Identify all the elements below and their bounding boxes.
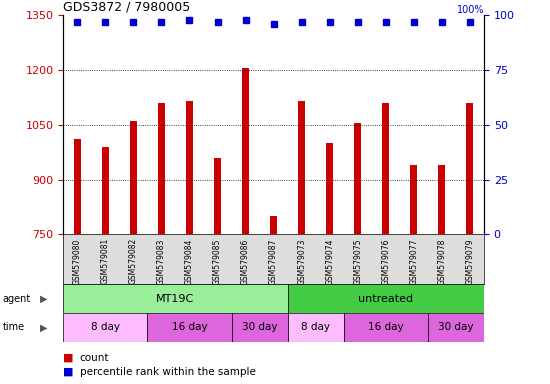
Text: GSM579080: GSM579080 bbox=[73, 238, 82, 285]
Bar bbox=[466, 103, 474, 234]
Text: MT19C: MT19C bbox=[156, 293, 195, 304]
Text: time: time bbox=[3, 322, 25, 333]
Text: GSM579077: GSM579077 bbox=[409, 238, 419, 285]
Text: GSM579082: GSM579082 bbox=[129, 238, 138, 285]
Bar bbox=[63, 313, 147, 342]
Text: GSM579074: GSM579074 bbox=[325, 238, 334, 285]
Text: 8 day: 8 day bbox=[91, 322, 120, 333]
Text: 8 day: 8 day bbox=[301, 322, 330, 333]
Bar bbox=[102, 147, 109, 234]
Text: GSM579083: GSM579083 bbox=[157, 238, 166, 285]
Text: ▶: ▶ bbox=[40, 322, 48, 333]
Bar bbox=[186, 101, 193, 234]
Bar bbox=[382, 103, 389, 234]
Bar bbox=[326, 143, 333, 234]
Bar bbox=[63, 284, 288, 313]
Bar bbox=[130, 121, 137, 234]
Text: GSM579073: GSM579073 bbox=[297, 238, 306, 285]
Text: GSM579084: GSM579084 bbox=[185, 238, 194, 285]
Bar bbox=[158, 103, 165, 234]
Bar bbox=[74, 139, 81, 234]
Text: GSM579075: GSM579075 bbox=[353, 238, 362, 285]
Text: GSM579085: GSM579085 bbox=[213, 238, 222, 285]
Text: count: count bbox=[80, 353, 109, 363]
Text: ▶: ▶ bbox=[40, 293, 48, 304]
Bar bbox=[288, 284, 484, 313]
Text: GDS3872 / 7980005: GDS3872 / 7980005 bbox=[63, 0, 190, 13]
Bar bbox=[214, 158, 221, 234]
Text: ■: ■ bbox=[63, 353, 74, 363]
Bar bbox=[147, 313, 232, 342]
Text: GSM579081: GSM579081 bbox=[101, 238, 110, 285]
Bar bbox=[410, 165, 417, 234]
Bar bbox=[298, 101, 305, 234]
Text: percentile rank within the sample: percentile rank within the sample bbox=[80, 366, 256, 377]
Bar bbox=[232, 313, 288, 342]
Text: GSM579079: GSM579079 bbox=[465, 238, 475, 285]
Bar bbox=[428, 313, 484, 342]
Text: untreated: untreated bbox=[358, 293, 414, 304]
Text: agent: agent bbox=[3, 293, 31, 304]
Text: GSM579078: GSM579078 bbox=[437, 238, 447, 285]
Text: GSM579076: GSM579076 bbox=[381, 238, 390, 285]
Text: GSM579086: GSM579086 bbox=[241, 238, 250, 285]
Bar bbox=[438, 165, 446, 234]
Text: 16 day: 16 day bbox=[172, 322, 207, 333]
Text: ■: ■ bbox=[63, 366, 74, 377]
Bar bbox=[270, 216, 277, 234]
Bar bbox=[344, 313, 428, 342]
Bar bbox=[354, 123, 361, 234]
Text: 30 day: 30 day bbox=[242, 322, 277, 333]
Text: 100%: 100% bbox=[456, 5, 484, 15]
Text: 30 day: 30 day bbox=[438, 322, 474, 333]
Bar bbox=[288, 313, 344, 342]
Text: 16 day: 16 day bbox=[368, 322, 404, 333]
Bar bbox=[242, 68, 249, 234]
Text: GSM579087: GSM579087 bbox=[269, 238, 278, 285]
